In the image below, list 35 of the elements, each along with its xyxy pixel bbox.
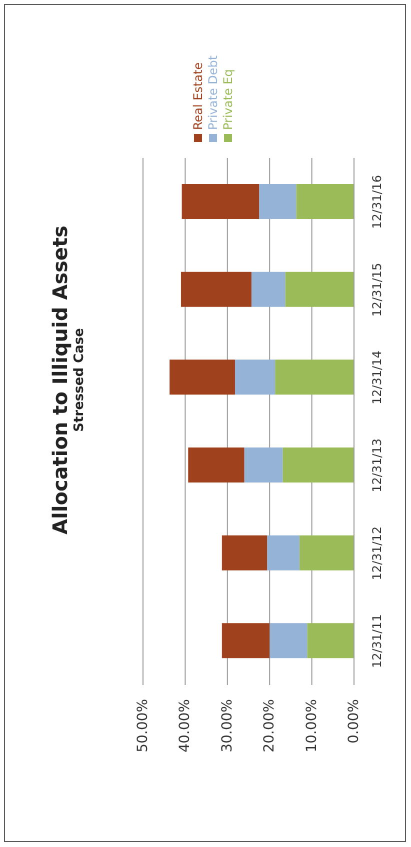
x-tick-label: 20.00% xyxy=(262,699,278,752)
bar xyxy=(270,623,308,658)
y-tick-label: 12/31/15 xyxy=(370,262,384,317)
bar xyxy=(234,360,276,395)
bar xyxy=(285,272,354,307)
x-tick-label: 50.00% xyxy=(135,699,151,752)
bar xyxy=(222,535,268,570)
bar xyxy=(307,623,354,658)
bar xyxy=(275,360,354,395)
text: Stressed Case xyxy=(72,327,88,434)
bar xyxy=(182,184,260,219)
bar xyxy=(296,184,354,219)
bar xyxy=(259,184,296,219)
y-tick-label: 12/31/14 xyxy=(370,350,384,405)
bar xyxy=(282,448,354,482)
bar xyxy=(251,272,286,307)
y-tick-label: 12/31/16 xyxy=(370,174,384,229)
x-tick-label: 10.00% xyxy=(304,699,320,752)
bar xyxy=(170,360,235,395)
y-tick-label: 12/31/12 xyxy=(370,526,384,580)
text: Allocation to Illiquid Assets xyxy=(47,224,73,536)
bar xyxy=(180,272,252,307)
bar xyxy=(267,535,300,570)
bar xyxy=(244,448,283,482)
bar xyxy=(222,623,270,658)
text: Private Eq xyxy=(220,69,234,130)
x-tick-label: 40.00% xyxy=(177,699,194,752)
y-tick-label: 12/31/13 xyxy=(370,438,384,492)
x-tick-label: 30.00% xyxy=(219,699,236,752)
x-tick-label: 0.00% xyxy=(346,699,362,744)
text: Private Debt xyxy=(206,55,220,130)
y-tick-label: 12/31/11 xyxy=(370,614,384,668)
bar xyxy=(188,448,244,482)
text: Real Estate xyxy=(190,62,204,130)
bar xyxy=(300,535,354,570)
